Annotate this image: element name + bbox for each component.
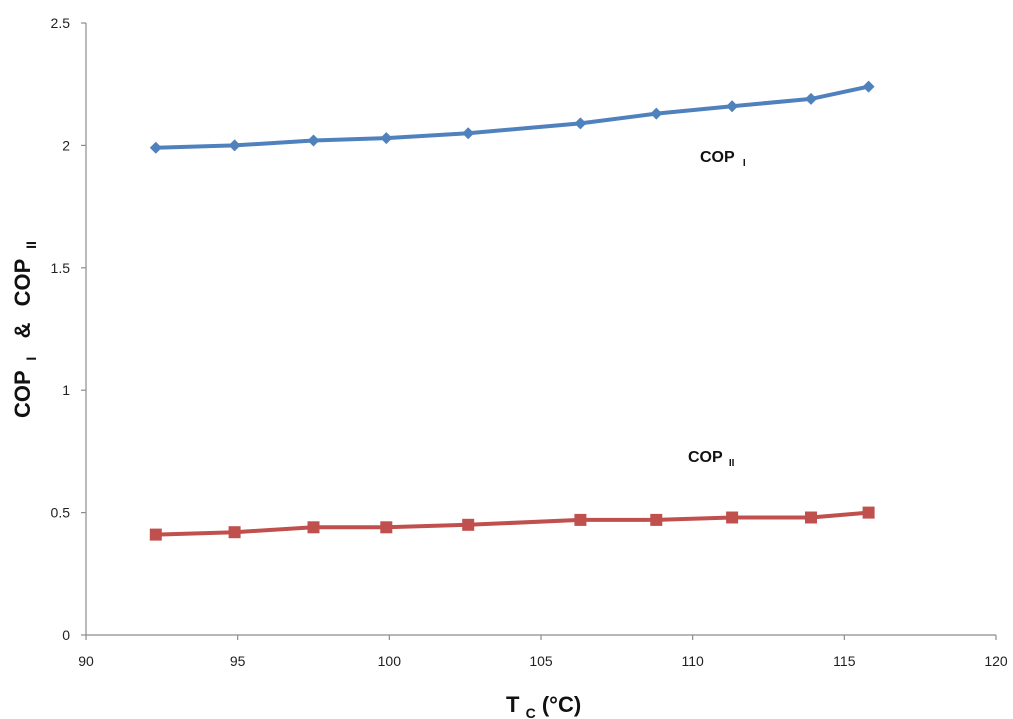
series-label-cop-ii: COP II xyxy=(688,449,735,469)
series-layer xyxy=(149,80,875,541)
y-tick-label: 1 xyxy=(62,382,70,398)
series-label-cop-i: COP I xyxy=(700,149,746,169)
y-ticks: 0 0.5 1 1.5 2 2.5 xyxy=(51,15,86,643)
x-tick-label: 120 xyxy=(984,653,1008,669)
y-axis-title-part2: & xyxy=(10,316,35,344)
x-tick-label: 90 xyxy=(78,653,94,669)
series-0-point xyxy=(228,139,241,152)
series-0-point xyxy=(462,127,475,140)
series-1-point xyxy=(462,518,475,531)
series-0-point xyxy=(805,92,817,105)
x-tick-label: 100 xyxy=(378,653,402,669)
series-1-point xyxy=(862,506,875,519)
series-0-point xyxy=(726,100,739,113)
series-1-line xyxy=(153,510,871,537)
series-0-point xyxy=(574,117,587,130)
x-axis-title-rest: (°C) xyxy=(542,692,581,717)
series-1-point xyxy=(574,513,587,526)
series-label-cop-i-main: COP xyxy=(700,149,735,166)
series-1-point xyxy=(228,526,241,539)
y-tick-label: 1.5 xyxy=(51,260,71,276)
x-axis-title: T C (°C) xyxy=(506,692,581,719)
axes xyxy=(85,23,996,636)
series-0-point xyxy=(380,132,393,145)
series-1-point xyxy=(805,511,817,524)
series-1-point xyxy=(149,528,162,541)
series-label-cop-i-sub: I xyxy=(743,158,746,169)
series-0-point xyxy=(862,80,875,93)
series-label-cop-ii-main: COP xyxy=(688,449,723,466)
series-1-point xyxy=(307,521,320,534)
series-0-point xyxy=(307,134,320,147)
x-axis-title-main: T xyxy=(506,692,520,717)
x-ticks: 90 95 100 105 110 115 120 xyxy=(78,635,1008,669)
y-tick-label: 0 xyxy=(62,627,70,643)
series-0-point xyxy=(650,107,663,120)
series-1-point xyxy=(380,521,393,534)
x-axis-title-sub: C xyxy=(526,705,536,719)
series-0-line xyxy=(153,84,871,150)
y-tick-label: 0.5 xyxy=(51,505,71,521)
y-axis-title-sub2: II xyxy=(23,241,39,249)
y-tick-label: 2 xyxy=(62,137,70,153)
series-0-point xyxy=(149,141,162,154)
series-1-point xyxy=(650,513,663,526)
y-axis-title-part3: COP xyxy=(10,259,35,306)
x-tick-label: 110 xyxy=(682,653,705,669)
series-1-point xyxy=(726,511,739,524)
y-axis-title-part1: COP xyxy=(10,371,35,418)
y-tick-label: 2.5 xyxy=(51,15,71,31)
x-tick-label: 105 xyxy=(529,653,553,669)
y-axis-title-sub1: I xyxy=(23,357,39,361)
x-tick-label: 95 xyxy=(230,653,246,669)
series-label-cop-ii-sub: II xyxy=(729,458,735,469)
y-axis-title: COP I & COP II xyxy=(10,241,41,418)
x-tick-label: 115 xyxy=(833,653,856,669)
